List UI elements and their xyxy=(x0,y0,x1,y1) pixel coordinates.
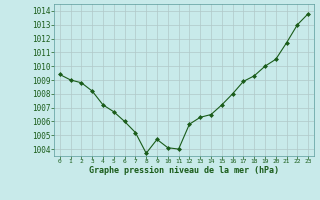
X-axis label: Graphe pression niveau de la mer (hPa): Graphe pression niveau de la mer (hPa) xyxy=(89,166,279,175)
